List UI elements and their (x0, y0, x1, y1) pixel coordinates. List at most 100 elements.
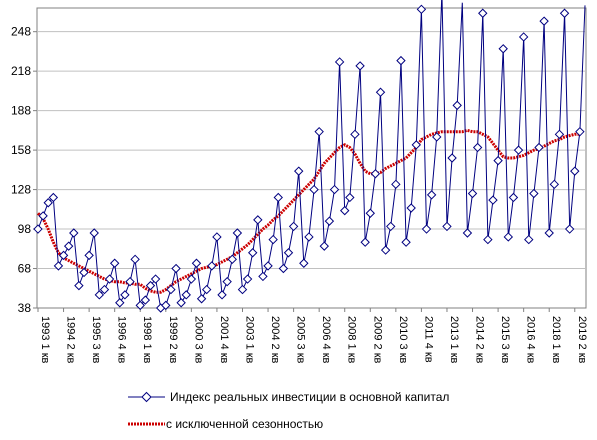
data-point (63, 241, 74, 251)
data-point (472, 142, 483, 153)
data-point (94, 290, 105, 300)
data-point (498, 44, 508, 54)
data-point (334, 57, 345, 67)
data-point (544, 228, 554, 238)
data-point (503, 232, 514, 242)
data-point (478, 8, 488, 18)
x-tick-label: 1996 4 кв (116, 316, 128, 364)
data-point (559, 8, 570, 18)
data-point (283, 248, 294, 258)
y-axis: 38 68 98 128 158 188 218 248 (11, 25, 37, 315)
data-point (273, 192, 283, 203)
data-point (401, 237, 411, 247)
data-point (186, 274, 197, 284)
x-tick-label: 2018 1 кв (550, 316, 562, 364)
data-point (483, 234, 493, 245)
data-point (340, 205, 350, 216)
data-point (421, 224, 432, 234)
data-point (386, 221, 396, 232)
data-point (314, 126, 324, 137)
data-point (539, 16, 549, 26)
data-point (48, 192, 59, 203)
data-point (462, 228, 473, 238)
data-point (288, 221, 299, 232)
data-point (524, 234, 534, 245)
plot-area (36, 7, 587, 309)
data-point (84, 250, 94, 261)
y-tick-label: 98 (18, 222, 32, 236)
data-point (258, 271, 268, 282)
data-point (416, 4, 427, 15)
data-point (38, 211, 48, 221)
x-tick-label: 2004 2 кв (269, 316, 281, 364)
data-point (360, 237, 370, 247)
legend-label-seasonal: с исключенной сезонностью (166, 417, 323, 431)
data-point (176, 298, 186, 308)
data-point (222, 276, 232, 287)
series-layer (33, 0, 586, 313)
y-tick-label: 68 (18, 262, 32, 276)
data-point (447, 153, 457, 163)
data-point (248, 248, 258, 258)
legend: Индекс реальных инвестиции в основной ка… (128, 390, 449, 431)
data-point (529, 188, 539, 199)
data-point (570, 166, 580, 176)
data-point (263, 261, 273, 271)
data-point (309, 184, 319, 195)
data-point (217, 290, 227, 300)
data-point (534, 142, 544, 153)
x-tick-label: 2008 1 кв (346, 316, 358, 364)
data-point (304, 232, 314, 242)
data-point (319, 241, 329, 251)
data-point (375, 87, 386, 97)
data-point (99, 284, 110, 295)
data-point (207, 261, 217, 271)
data-point (150, 274, 161, 284)
y-tick-label: 188 (11, 104, 31, 118)
data-point (145, 280, 156, 291)
x-tick-label: 1999 2 кв (167, 316, 179, 364)
data-point (191, 258, 202, 268)
data-point (79, 267, 89, 278)
data-point (171, 263, 181, 274)
data-point (493, 155, 503, 166)
data-point (426, 190, 437, 200)
data-point (442, 221, 452, 232)
x-tick-label: 2014 2 кв (474, 316, 486, 364)
data-point (201, 284, 212, 295)
data-point (74, 280, 84, 291)
data-point (140, 295, 151, 305)
data-point (161, 300, 171, 311)
x-tick-label: 2011 4 кв (422, 316, 434, 363)
data-point (104, 274, 115, 284)
x-tick-label: 2010 3 кв (397, 316, 409, 364)
x-tick-label: 1993 1 кв (39, 316, 51, 364)
legend-label-investment: Индекс реальных инвестиции в основной ка… (170, 390, 449, 404)
data-point (391, 179, 401, 190)
y-tick-label: 218 (11, 64, 31, 78)
data-point (329, 184, 340, 195)
data-point (549, 179, 560, 190)
y-tick-label: 38 (18, 301, 32, 315)
data-point (109, 258, 120, 268)
data-point (294, 166, 304, 176)
x-tick-label: 2015 3 кв (499, 316, 511, 364)
data-point (253, 215, 263, 225)
data-point (406, 203, 416, 213)
x-tick-label: 2013 1 кв (448, 316, 460, 364)
data-point (130, 254, 140, 265)
data-point (268, 234, 278, 245)
x-tick-label: 1994 2 кв (65, 316, 77, 364)
data-point (89, 228, 99, 238)
data-point (345, 192, 355, 203)
data-point (380, 245, 391, 255)
legend-marker-diamond-icon (141, 391, 152, 403)
data-point (181, 290, 191, 300)
data-point (212, 232, 222, 242)
x-tick-label: 2009 2 кв (371, 316, 383, 364)
data-point (350, 129, 360, 140)
data-point (467, 188, 478, 199)
x-tick-label: 1995 3 кв (90, 316, 102, 364)
data-point (115, 298, 125, 308)
